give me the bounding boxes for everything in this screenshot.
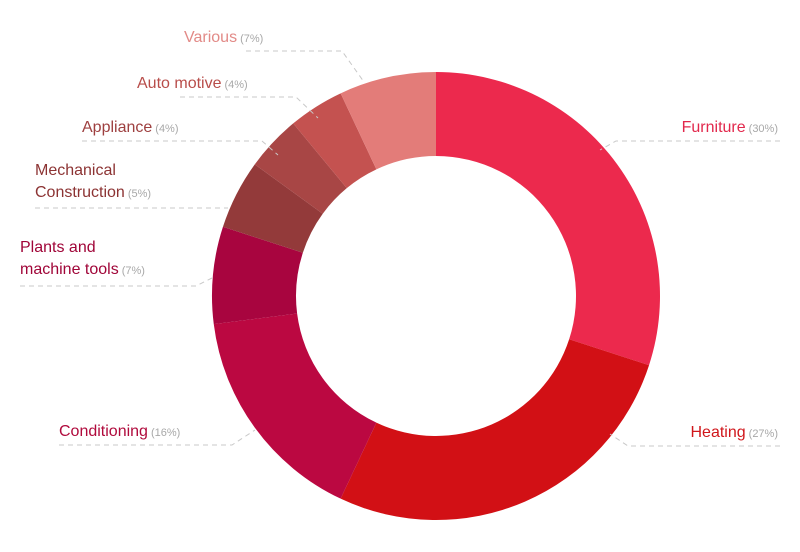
label-appliance-pct: (4%) bbox=[155, 123, 179, 135]
label-various-text: Various bbox=[184, 29, 238, 46]
slice-various[interactable] bbox=[340, 72, 436, 170]
slice-appliance[interactable] bbox=[254, 123, 347, 214]
label-plants-line1: Plants and bbox=[20, 239, 96, 256]
label-furniture-pct: (30%) bbox=[748, 123, 778, 135]
leader-line-appliance bbox=[82, 140, 279, 156]
leader-line-various bbox=[246, 50, 365, 83]
label-various: Various (7%) bbox=[184, 27, 263, 50]
label-plants-pct: (7%) bbox=[121, 265, 145, 277]
slice-plants[interactable] bbox=[212, 226, 303, 325]
label-plants: Plants and machine tools (7%) bbox=[20, 237, 145, 282]
label-automotive-text: Auto motive bbox=[137, 75, 222, 92]
label-automotive-pct: (4%) bbox=[224, 79, 248, 91]
label-conditioning-pct: (16%) bbox=[150, 427, 181, 439]
leader-line-furniture bbox=[599, 140, 780, 151]
label-mechanical-line2: Construction bbox=[35, 184, 125, 201]
label-conditioning-text: Conditioning bbox=[59, 423, 148, 440]
leader-line-heating bbox=[609, 433, 780, 447]
label-furniture-text: Furniture bbox=[681, 119, 746, 136]
label-conditioning: Conditioning (16%) bbox=[59, 421, 180, 444]
label-mechanical: Mechanical Construction (5%) bbox=[35, 160, 151, 205]
label-furniture: Furniture (30%) bbox=[682, 117, 778, 140]
label-plants-line2: machine tools bbox=[20, 261, 119, 278]
label-heating-text: Heating bbox=[690, 424, 746, 441]
label-heating: Heating (27%) bbox=[691, 422, 779, 445]
leader-line-conditioning bbox=[59, 429, 256, 446]
slices-group bbox=[212, 72, 661, 521]
label-mechanical-pct: (5%) bbox=[127, 188, 152, 200]
label-mechanical-line1: Mechanical bbox=[35, 162, 116, 179]
slice-conditioning[interactable] bbox=[213, 313, 377, 499]
label-appliance: Appliance (4%) bbox=[82, 117, 179, 140]
label-automotive: Auto motive (4%) bbox=[137, 73, 248, 96]
label-various-pct: (7%) bbox=[240, 33, 264, 45]
leader-lines-group bbox=[20, 50, 780, 447]
slice-automotive[interactable] bbox=[293, 93, 377, 189]
label-heating-pct: (27%) bbox=[748, 428, 778, 440]
leader-line-automotive bbox=[180, 96, 319, 119]
leader-line-plants bbox=[20, 277, 213, 287]
slice-heating[interactable] bbox=[340, 339, 650, 521]
label-appliance-text: Appliance bbox=[82, 119, 153, 136]
slice-mechanical[interactable] bbox=[222, 164, 323, 253]
slice-furniture[interactable] bbox=[436, 72, 661, 366]
